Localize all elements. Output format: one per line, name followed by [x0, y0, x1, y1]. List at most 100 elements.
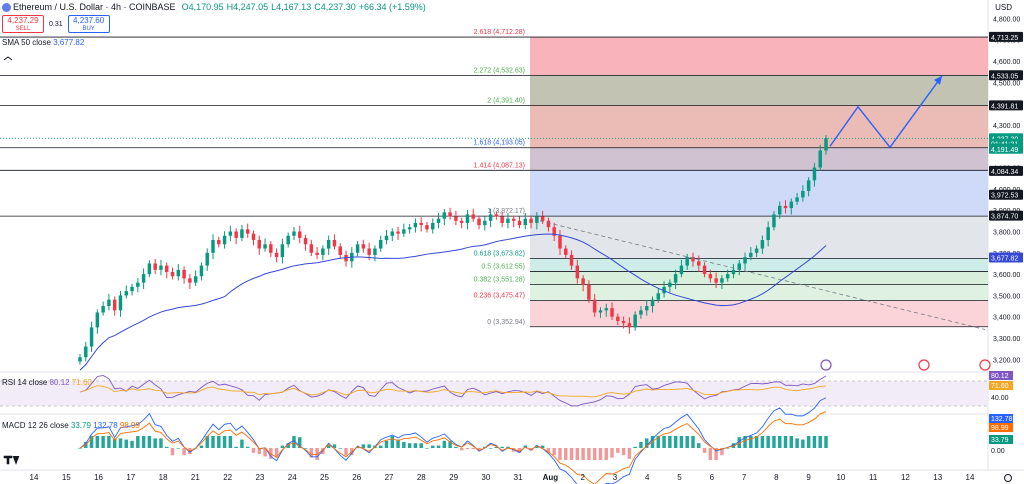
candle-body: [471, 214, 475, 219]
candle-body: [199, 265, 204, 277]
macd-histogram-bar: [749, 436, 753, 448]
candle-body: [552, 227, 556, 236]
candle-body: [240, 229, 244, 238]
macd-histogram-bar: [217, 436, 221, 448]
macd-tick-1: 98.99: [991, 425, 1009, 432]
macd-tag-bg-0: [989, 414, 1013, 423]
macd-histogram-bar: [575, 448, 580, 460]
candle-body: [587, 284, 591, 300]
candle-body: [303, 237, 308, 245]
candle-body: [211, 240, 215, 253]
candle-body: [298, 231, 302, 238]
candle-body: [425, 225, 429, 230]
macd-legend[interactable]: MACD 12 26 close 33.79 132.78 98.99: [2, 421, 140, 430]
macd-histogram-bar: [263, 448, 267, 457]
time-tick-10: 26: [352, 473, 361, 482]
rsi-label: RSI 14 close: [2, 378, 48, 387]
candle-body: [222, 235, 227, 245]
macd-histogram-bar: [685, 436, 689, 448]
open-value: O4,170.95: [181, 2, 224, 12]
fib-label-9: 0.236 (3,475.47): [474, 293, 525, 300]
macd-histogram-bar: [772, 436, 776, 448]
candle-body: [592, 299, 597, 313]
rsi-legend[interactable]: RSI 14 close 80.12 71.60: [2, 378, 92, 387]
macd-hist-value: 33.79: [70, 421, 91, 430]
macd-histogram-bar: [338, 448, 342, 449]
macd-histogram-bar: [552, 448, 556, 456]
sell-button[interactable]: 4,237.29 SELL: [2, 15, 44, 33]
time-tick-27: 12: [901, 473, 910, 482]
buy-button[interactable]: 4,237.60 BUY: [67, 15, 110, 33]
candle-body: [159, 265, 163, 270]
candle-body: [251, 233, 256, 241]
candle-body: [309, 244, 314, 253]
candle-body: [708, 274, 713, 279]
candle-body: [431, 222, 435, 230]
candle-body: [754, 248, 759, 253]
candle-body: [338, 246, 342, 255]
currency-label: USD: [995, 3, 1012, 12]
candle-body: [245, 229, 250, 234]
gear-icon: [1004, 474, 1012, 482]
time-tick-12: 28: [417, 473, 426, 482]
candle-body: [778, 205, 782, 215]
price-tag-1: 4,533.05: [991, 73, 1018, 80]
fib-label-3: 1.618 (4,193.05): [474, 140, 525, 147]
macd-histogram-bar: [326, 445, 331, 448]
candle-body: [523, 218, 528, 226]
time-tick-20: 5: [677, 473, 682, 482]
time-tick-5: 21: [191, 473, 200, 482]
time-tick-25: 10: [836, 473, 845, 482]
price-tag-bg-9: [989, 252, 1023, 263]
candle-body: [662, 286, 666, 294]
high-value: H4,247.05: [226, 2, 269, 12]
macd-histogram-bar: [176, 448, 181, 449]
time-tick-21: 6: [710, 473, 715, 482]
macd-histogram-bar: [633, 446, 637, 448]
sell-label: SELL: [15, 26, 31, 32]
candle-body: [546, 220, 551, 228]
time-tick-13: 29: [449, 473, 458, 482]
macd-histogram-bar: [344, 448, 348, 456]
macd-histogram-bar: [691, 436, 695, 448]
macd-histogram-bar: [743, 436, 747, 448]
fib-zone-7: [530, 271, 988, 285]
candle-body: [818, 150, 822, 168]
candle-body: [789, 201, 794, 209]
macd-histogram-bar: [714, 448, 718, 460]
macd-histogram-bar: [801, 439, 805, 448]
time-tick-26: 11: [869, 473, 878, 482]
candle-body: [176, 269, 181, 277]
macd-histogram-bar: [361, 444, 366, 448]
chevron-up-icon: [3, 56, 13, 61]
macd-tag-bg-1: [989, 423, 1013, 432]
candle-body: [540, 216, 545, 221]
macd-signal-value: 98.99: [119, 421, 140, 430]
candle-body: [315, 252, 319, 255]
symbol-title[interactable]: Ethereum / U.S. Dollar · 4h · COINBASE: [13, 2, 176, 12]
candle-body: [488, 214, 493, 221]
candle-body: [326, 240, 331, 249]
buy-label: BUY: [82, 26, 95, 32]
candle-body: [564, 248, 568, 255]
candle-body: [107, 299, 111, 307]
macd-histogram-bar: [234, 446, 238, 448]
macd-histogram-bar: [754, 436, 759, 448]
macd-histogram-bar: [604, 448, 608, 460]
candle-body: [442, 212, 447, 219]
macd-histogram-bar: [673, 436, 678, 448]
candle-body: [384, 235, 389, 241]
candle-body: [610, 308, 614, 317]
candle-body: [535, 216, 539, 223]
candle-body: [569, 254, 574, 266]
candle-body: [419, 222, 423, 226]
rsi-tick-2: 40.00: [991, 395, 1009, 402]
sma-legend[interactable]: SMA 50 close 3,677.82: [2, 38, 84, 47]
price-tag-7: 3,972.53: [991, 193, 1018, 200]
time-tick-7: 23: [255, 473, 264, 482]
price-tick-2: 4,600.00: [993, 59, 1020, 66]
time-tick-8: 24: [288, 473, 297, 482]
macd-histogram-bar: [627, 448, 632, 459]
rsi-tag-bg-0: [989, 371, 1013, 380]
